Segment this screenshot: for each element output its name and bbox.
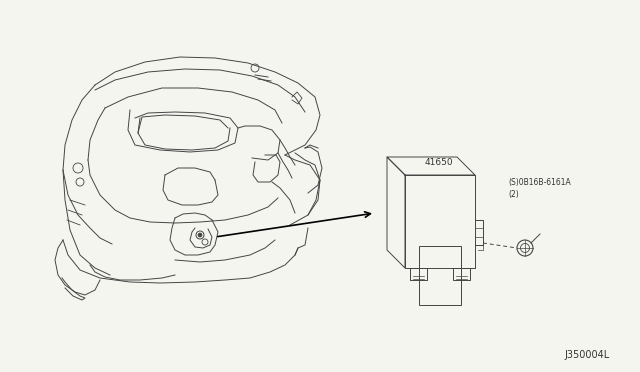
Text: (S)0B16B-6161A
(2): (S)0B16B-6161A (2) (508, 178, 571, 199)
Bar (419, 246, 461, 305)
Circle shape (198, 233, 202, 237)
Text: 41650: 41650 (425, 158, 454, 167)
Text: J350004L: J350004L (564, 350, 610, 360)
